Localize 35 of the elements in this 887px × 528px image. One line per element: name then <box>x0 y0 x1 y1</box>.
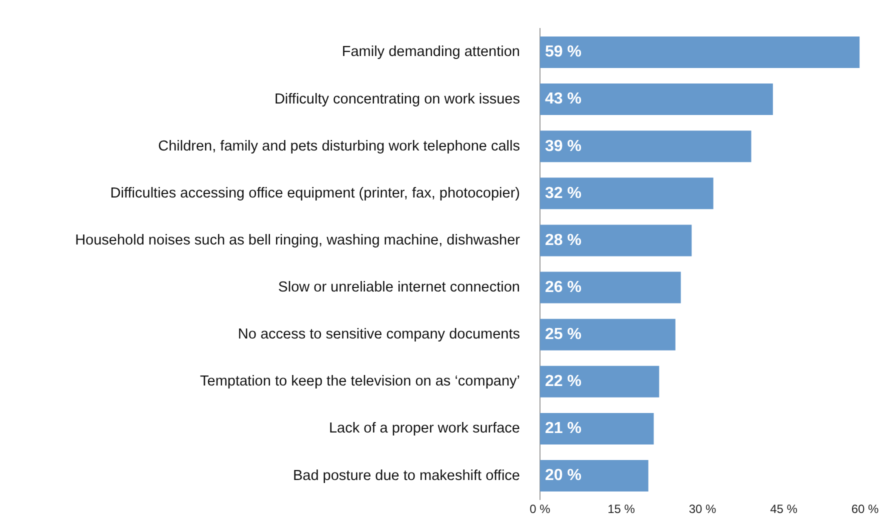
y-tick-label: Family demanding attention <box>342 44 520 60</box>
data-label: 32 % <box>545 184 582 202</box>
bar <box>540 178 714 210</box>
bar <box>540 36 860 68</box>
y-tick-label: Bad posture due to makeshift office <box>292 468 520 484</box>
data-label: 59 % <box>545 44 582 61</box>
x-tick-label: 45 % <box>770 502 798 516</box>
bar <box>540 412 654 444</box>
data-label: 43 % <box>545 90 582 108</box>
data-label: 20 % <box>545 467 582 484</box>
data-label: 28 % <box>545 232 582 249</box>
y-tick-label: Difficulties accessing office equipment (printer, fax, photocopier) <box>110 185 520 202</box>
y-tick-label: Slow or unreliable internet connection <box>278 280 520 296</box>
bar <box>540 272 681 304</box>
x-tick-label: 15 % <box>608 502 636 516</box>
bar <box>540 130 752 162</box>
data-label: 26 % <box>545 278 582 296</box>
bar <box>540 84 773 116</box>
y-tick-label: Lack of a proper work surface <box>328 420 520 437</box>
y-tick-label: Household noises such as bell ringing, washing machine, dishwasher <box>75 232 520 248</box>
x-tick-label: 0 % <box>530 502 551 516</box>
data-label: 25 % <box>545 326 582 343</box>
x-tick-label: 30 % <box>688 502 716 516</box>
data-label: 22 % <box>545 373 582 390</box>
data-label: 21 % <box>545 420 582 438</box>
y-tick-label: Children, family and pets disturbing work telephone calls <box>158 138 520 154</box>
y-tick-label: Temptation to keep the television on as ‘company’ <box>200 374 520 390</box>
data-label: 39 % <box>545 138 582 155</box>
bar <box>540 224 692 256</box>
y-tick-label: Difficulty concentrating on work issues <box>274 91 520 108</box>
bar <box>540 318 676 350</box>
x-tick-label: 60 % <box>851 502 879 516</box>
bar <box>540 366 660 398</box>
y-tick-label: No access to sensitive company documents <box>238 326 520 343</box>
bar <box>540 460 648 492</box>
